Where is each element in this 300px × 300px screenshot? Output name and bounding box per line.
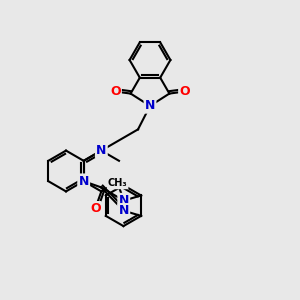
Text: O: O [110,85,121,98]
Text: N: N [145,99,155,112]
Text: N: N [79,175,89,188]
Text: N: N [96,144,106,157]
Text: O: O [90,202,101,215]
Text: N: N [118,194,129,207]
Text: N: N [118,204,129,217]
Text: CH₃: CH₃ [108,178,127,188]
Text: O: O [179,85,190,98]
